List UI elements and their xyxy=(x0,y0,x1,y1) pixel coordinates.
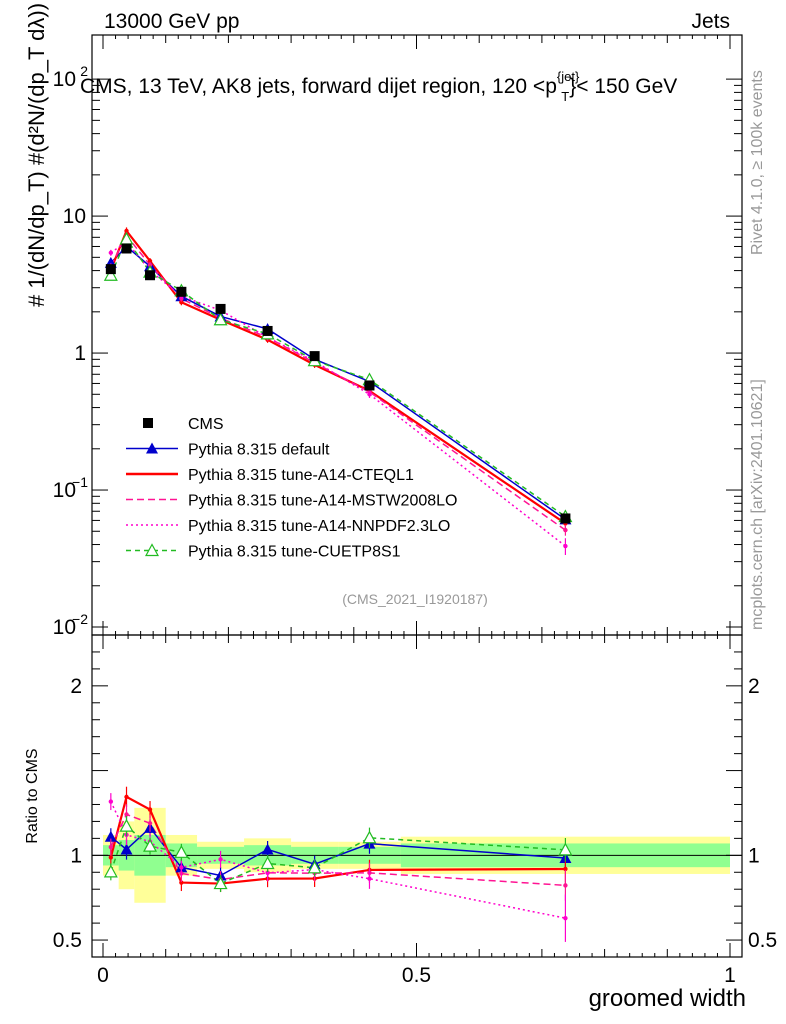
series-point xyxy=(558,842,573,856)
cms-data-point xyxy=(105,264,116,275)
header-right: Jets xyxy=(691,10,730,33)
series-point xyxy=(124,228,129,234)
legend-cms-marker xyxy=(143,418,153,428)
y-axis-label-ratio: Ratio to CMS xyxy=(24,748,41,843)
x-tick-label: 0.5 xyxy=(402,964,431,987)
series-point xyxy=(174,845,189,858)
series-point xyxy=(143,838,158,852)
series-point xyxy=(367,392,372,397)
series-lines xyxy=(109,228,567,919)
series-point xyxy=(119,818,134,832)
series-point xyxy=(103,267,118,281)
series-point xyxy=(218,857,223,862)
y-tick-label-main: 10 xyxy=(53,479,76,502)
series-point xyxy=(108,844,114,850)
series-point xyxy=(179,880,184,885)
series-point xyxy=(563,527,568,533)
x-tick-label: 1 xyxy=(724,964,736,987)
series-point xyxy=(307,860,322,874)
chart-title: CMS, 13 TeV, AK8 jets, forward dijet reg… xyxy=(80,69,677,104)
series-point xyxy=(260,856,275,870)
legend-label: Pythia 8.315 default xyxy=(188,442,330,459)
y-tick-label-ratio: 2 xyxy=(70,675,82,698)
y-tick-label-ratio: 0.5 xyxy=(53,929,82,952)
cms-data-point xyxy=(176,286,187,297)
analysis-id: (CMS_2021_I1920187) xyxy=(342,591,488,607)
legend-cms-label: CMS xyxy=(188,416,224,433)
ratio-frame xyxy=(91,634,743,958)
x-axis-label: groomed width xyxy=(589,985,746,1012)
series-point xyxy=(265,870,270,876)
series-point xyxy=(213,876,228,890)
series-point xyxy=(563,883,568,888)
series-point xyxy=(124,812,129,817)
cms-data-point xyxy=(215,303,226,314)
series-point xyxy=(367,876,372,881)
series-point xyxy=(108,799,114,804)
y-axis-label-main: # 1/(dN/dp_T) #(d²N/(dp_T dλ)) xyxy=(24,3,49,307)
mcplots-credit: mcplots.cern.ch [arXiv:2401.10621] xyxy=(749,379,766,630)
y-tick-label-main: 10 xyxy=(63,205,86,228)
y-tick-label-main: 10 xyxy=(53,68,76,91)
series-point xyxy=(147,258,153,264)
y-tick-exponent: −2 xyxy=(72,611,88,627)
series-point xyxy=(213,312,228,326)
cms-data-point xyxy=(121,243,132,254)
y-tick-exponent: 2 xyxy=(80,63,88,79)
y-tick-label-ratio-right: 1 xyxy=(748,844,760,867)
series-point xyxy=(362,830,377,844)
series-point xyxy=(104,830,117,842)
x-tick-label: 0 xyxy=(97,964,109,987)
data-markers xyxy=(103,227,573,942)
series-point xyxy=(563,915,568,921)
legend-label: Pythia 8.315 tune-A14-CTEQL1 xyxy=(188,467,414,484)
series-point xyxy=(147,807,153,812)
series-point xyxy=(261,843,274,855)
series-point xyxy=(147,821,153,826)
legend-label: Pythia 8.315 tune-CUETP8S1 xyxy=(188,544,401,561)
series-point xyxy=(563,543,568,549)
series-point xyxy=(146,442,158,454)
header-left: 13000 GeV pp xyxy=(104,10,239,33)
rivet-version: Rivet 4.1.0, ≥ 100k events xyxy=(749,70,766,255)
y-tick-exponent: −1 xyxy=(72,474,88,490)
y-tick-label-main: 1 xyxy=(74,342,86,365)
cms-data-point xyxy=(560,513,571,524)
series-point xyxy=(144,543,160,557)
series-point xyxy=(179,300,184,305)
series-point xyxy=(124,794,129,800)
series-point xyxy=(563,866,568,872)
series-point xyxy=(108,250,114,255)
series-line-ratio xyxy=(110,824,566,885)
legend: CMS Pythia 8.315 default Pythia 8.315 tune… xyxy=(126,416,457,561)
y-tick-label-ratio-right: 0.5 xyxy=(748,929,777,952)
cms-data-point xyxy=(309,351,320,362)
cms-data-point xyxy=(145,270,156,281)
y-tick-label-main: 10 xyxy=(53,616,76,639)
legend-label: Pythia 8.315 tune-A14-MSTW2008LO xyxy=(188,493,457,510)
series-point xyxy=(103,864,118,878)
cms-data-point xyxy=(262,325,273,336)
series-line-main xyxy=(110,234,566,531)
series-point xyxy=(108,855,114,860)
y-tick-label-ratio: 1 xyxy=(70,844,82,867)
y-tick-label-ratio-right: 2 xyxy=(748,675,760,698)
series-point xyxy=(179,865,184,870)
cms-data-point xyxy=(364,380,375,391)
legend-label: Pythia 8.315 tune-A14-NNPDF2.3LO xyxy=(188,518,450,535)
series-point xyxy=(120,843,133,855)
